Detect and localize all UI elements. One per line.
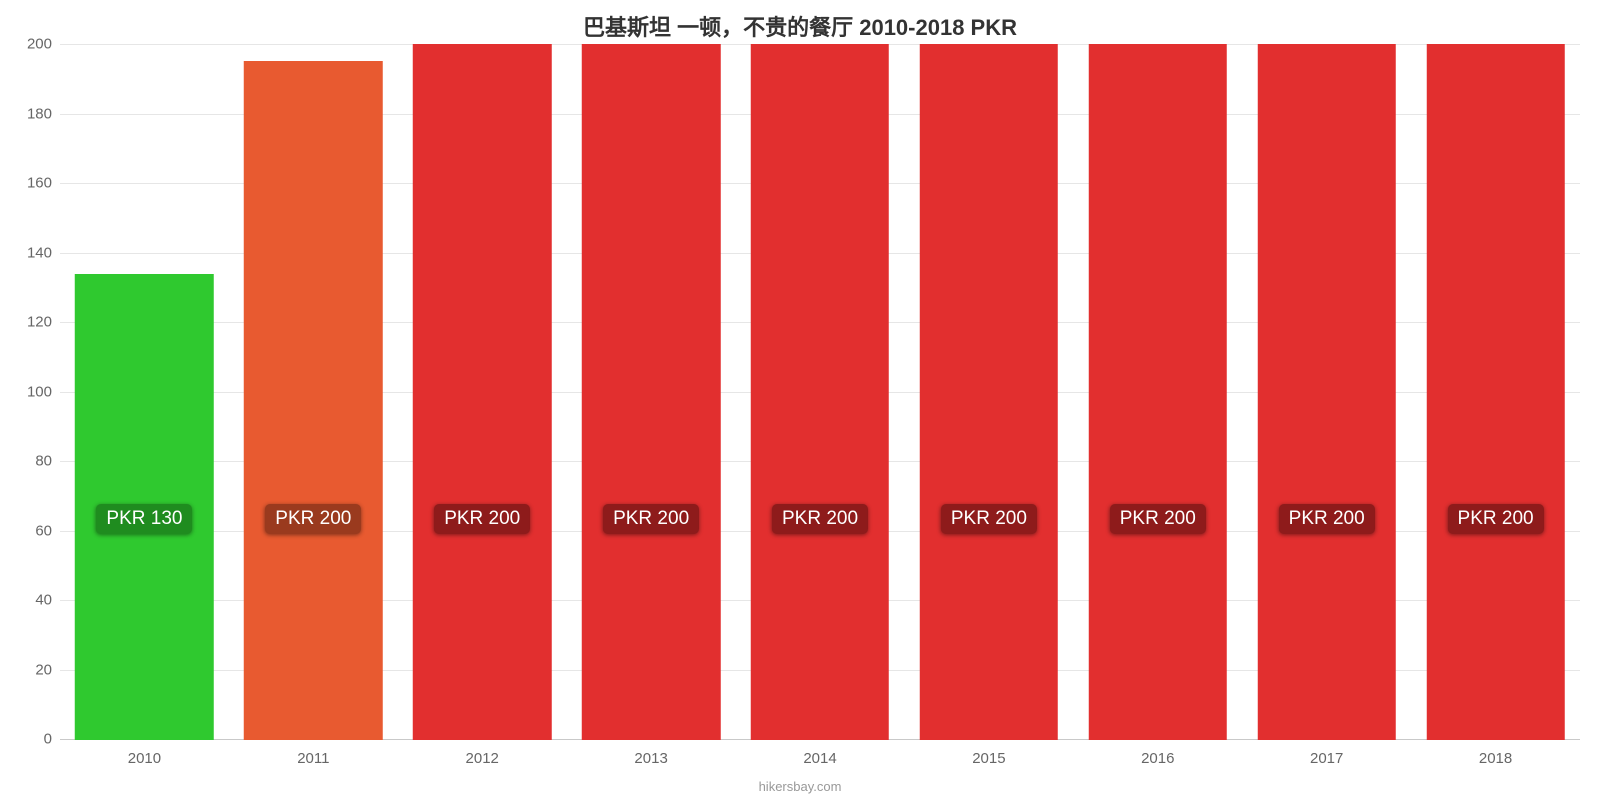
bar-slot: 2016PKR 200 xyxy=(1073,44,1242,740)
x-axis-tick-label: 2010 xyxy=(128,740,161,767)
y-axis-tick-label: 160 xyxy=(27,175,60,192)
y-axis-tick-label: 140 xyxy=(27,244,60,261)
x-axis-tick-label: 2018 xyxy=(1479,740,1512,767)
bar xyxy=(751,44,889,740)
y-axis-tick-label: 20 xyxy=(35,661,60,678)
chart-plot-area: 020406080100120140160180200 2010PKR 1302… xyxy=(60,44,1580,740)
chart-title: 巴基斯坦 一顿，不贵的餐厅 2010-2018 PKR xyxy=(0,0,1600,42)
bar-slot: 2013PKR 200 xyxy=(567,44,736,740)
bar xyxy=(1426,44,1564,740)
x-axis-tick-label: 2012 xyxy=(466,740,499,767)
bar-value-label: PKR 130 xyxy=(96,504,192,534)
bar-value-label: PKR 200 xyxy=(434,504,530,534)
bar-value-label: PKR 200 xyxy=(941,504,1037,534)
bar-slot: 2012PKR 200 xyxy=(398,44,567,740)
bar xyxy=(1089,44,1227,740)
bar-value-label: PKR 200 xyxy=(772,504,868,534)
bar-value-label: PKR 200 xyxy=(1110,504,1206,534)
y-axis-tick-label: 120 xyxy=(27,314,60,331)
bar xyxy=(582,44,720,740)
x-axis-tick-label: 2015 xyxy=(972,740,1005,767)
bar-slot: 2015PKR 200 xyxy=(904,44,1073,740)
y-axis-tick-label: 200 xyxy=(27,36,60,53)
bar-value-label: PKR 200 xyxy=(603,504,699,534)
y-axis-tick-label: 40 xyxy=(35,592,60,609)
bar-slot: 2010PKR 130 xyxy=(60,44,229,740)
y-axis-tick-label: 60 xyxy=(35,522,60,539)
bar-slot: 2017PKR 200 xyxy=(1242,44,1411,740)
x-axis-tick-label: 2017 xyxy=(1310,740,1343,767)
y-axis-tick-label: 100 xyxy=(27,383,60,400)
x-axis-tick-label: 2011 xyxy=(297,740,329,767)
x-axis-tick-label: 2016 xyxy=(1141,740,1174,767)
bar xyxy=(413,44,551,740)
source-attribution: hikersbay.com xyxy=(0,779,1600,794)
bar-slot: 2011PKR 200 xyxy=(229,44,398,740)
bar xyxy=(244,61,382,740)
bar xyxy=(920,44,1058,740)
bar-slot: 2014PKR 200 xyxy=(736,44,905,740)
x-axis-tick-label: 2014 xyxy=(803,740,836,767)
y-axis-tick-label: 180 xyxy=(27,105,60,122)
bar-value-label: PKR 200 xyxy=(1448,504,1544,534)
bar-value-label: PKR 200 xyxy=(1279,504,1375,534)
y-axis-tick-label: 80 xyxy=(35,453,60,470)
bar xyxy=(1257,44,1395,740)
bar-value-label: PKR 200 xyxy=(265,504,361,534)
x-axis-tick-label: 2013 xyxy=(634,740,667,767)
bar-slot: 2018PKR 200 xyxy=(1411,44,1580,740)
y-axis-tick-label: 0 xyxy=(44,731,60,748)
